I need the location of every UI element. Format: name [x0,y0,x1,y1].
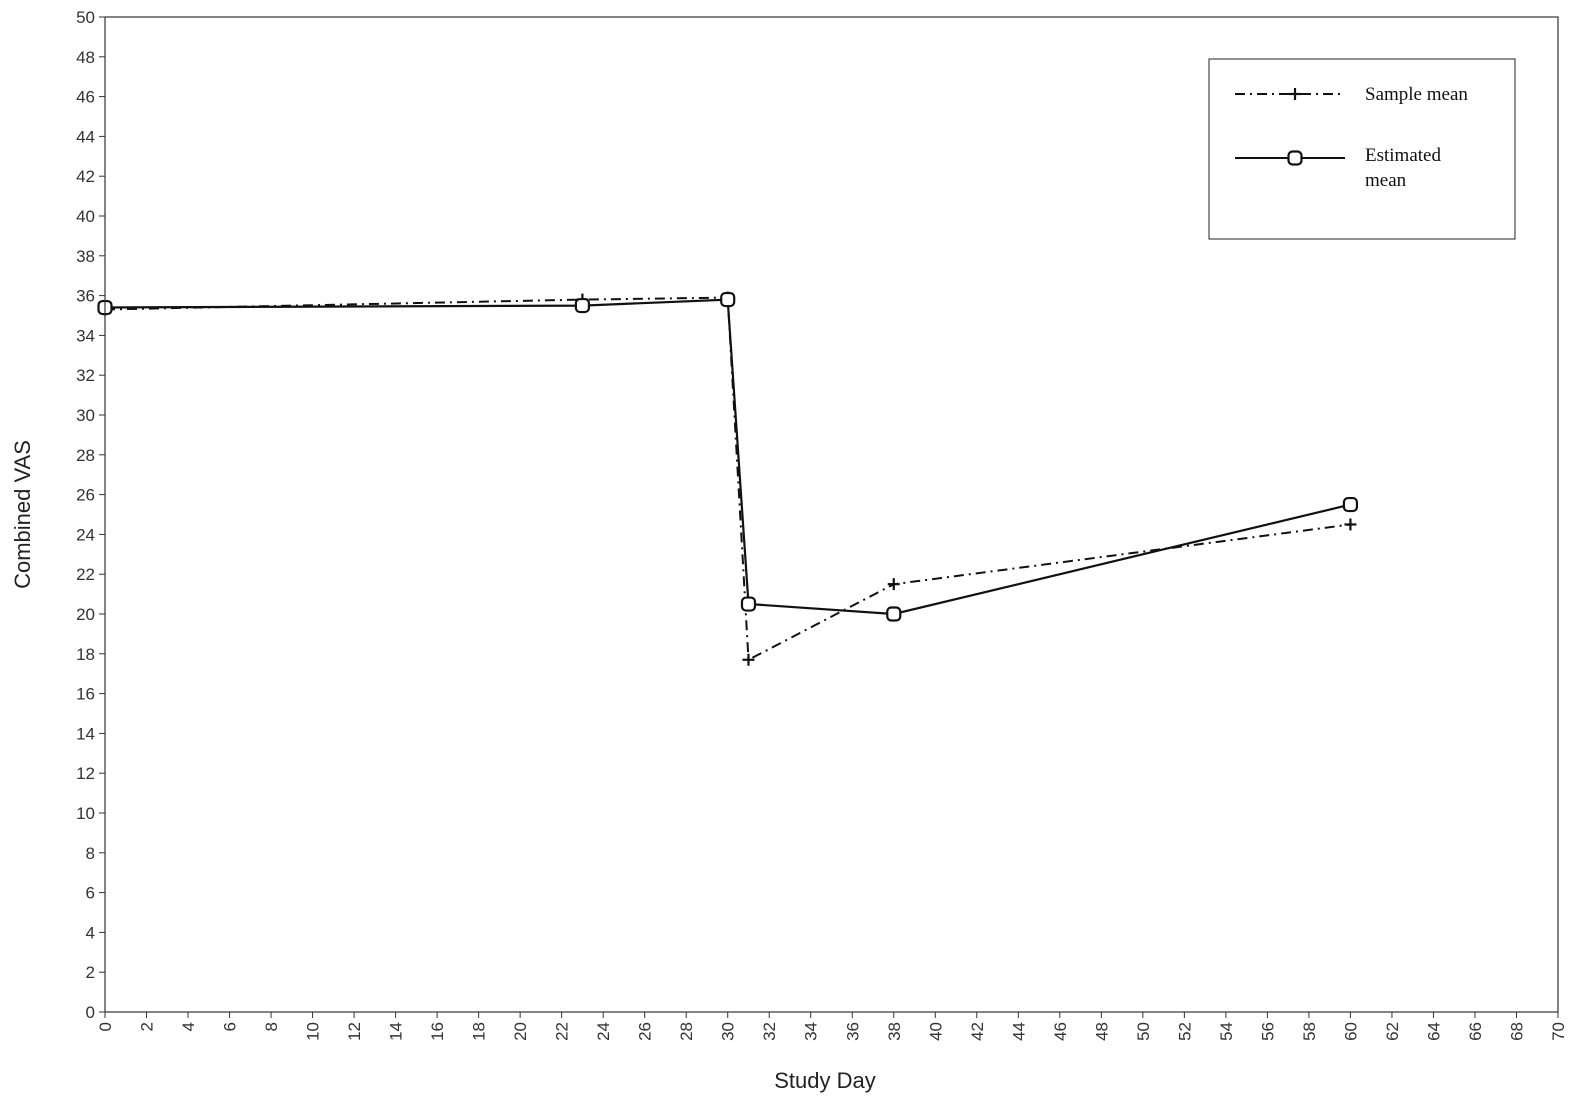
x-tick-label: 2 [138,1022,157,1031]
x-tick-label: 0 [96,1022,115,1031]
y-tick-label: 44 [76,127,95,146]
data-point-sample-mean [887,578,900,591]
x-tick-label: 70 [1549,1022,1568,1041]
x-tick-label: 60 [1341,1022,1360,1041]
y-tick-label: 20 [76,605,95,624]
legend-plus-marker [1289,88,1301,100]
x-tick-label: 34 [802,1022,821,1041]
x-tick-label: 52 [1175,1022,1194,1041]
y-tick-label: 42 [76,167,95,186]
legend: Sample mean Estimated mean [1208,58,1516,240]
x-tick-label: 44 [1009,1022,1028,1041]
y-tick-label: 10 [76,804,95,823]
series-line-sample-mean [104,296,1351,662]
x-axis-ticks: 0 2 4 6 8 10 12 14 16 18 20 22 24 26 28 30 32 34 36 38 40 42 4… [96,1012,1568,1041]
legend-box [1208,58,1516,240]
y-tick-label: 2 [86,963,95,982]
x-tick-label: 14 [387,1022,406,1041]
x-tick-label: 54 [1217,1022,1236,1041]
y-tick-label: 24 [76,525,95,544]
y-tick-label: 4 [86,923,95,942]
x-tick-label: 18 [470,1022,489,1041]
x-tick-label: 36 [843,1022,862,1041]
y-tick-label: 50 [76,8,95,27]
y-tick-label: 26 [76,486,95,505]
y-tick-label: 8 [86,844,95,863]
series-line-estimated-mean [104,298,1351,616]
x-tick-label: 24 [594,1022,613,1041]
x-tick-label: 4 [179,1022,198,1031]
x-tick-label: 64 [1424,1022,1443,1041]
y-tick-label: 36 [76,287,95,306]
y-tick-label: 48 [76,48,95,67]
x-tick-label: 30 [719,1022,738,1041]
x-tick-label: 28 [677,1022,696,1041]
x-axis-title: Study Day [774,1068,876,1093]
x-tick-label: 40 [926,1022,945,1041]
x-tick-label: 42 [968,1022,987,1041]
y-tick-label: 30 [76,406,95,425]
legend-label-estimated-mean-line2: mean [1365,170,1407,191]
data-point-sample-mean [742,653,755,666]
y-axis-title: Combined VAS [10,440,35,589]
plot-area-frame [104,16,1559,1013]
legend-entry-estimated-mean: Estimated mean [1235,145,1441,191]
legend-circle-marker [1287,150,1303,166]
data-point-estimated-mean [720,291,736,308]
x-tick-label: 6 [221,1022,240,1031]
series-estimated-mean [97,291,1359,622]
y-tick-label: 14 [76,724,95,743]
legend-marker-plus-icon [1289,88,1301,100]
y-tick-label: 34 [76,326,95,345]
x-tick-label: 62 [1383,1022,1402,1041]
series-sample-mean [99,291,1357,666]
y-tick-label: 28 [76,446,95,465]
data-point-estimated-mean [886,606,902,622]
x-tick-label: 48 [1092,1022,1111,1041]
y-tick-label: 32 [76,366,95,385]
data-point-estimated-mean [1342,496,1359,513]
x-tick-label: 46 [1051,1022,1070,1041]
x-tick-label: 68 [1507,1022,1526,1041]
x-tick-label: 32 [760,1022,779,1041]
legend-label-sample-mean: Sample mean [1365,84,1468,105]
y-tick-label: 22 [76,565,95,584]
x-tick-label: 22 [553,1022,572,1041]
x-tick-label: 20 [511,1022,530,1041]
data-point-estimated-mean [574,297,591,314]
y-tick-label: 46 [76,88,95,107]
y-tick-label: 12 [76,764,95,783]
x-tick-label: 66 [1466,1022,1485,1041]
x-tick-label: 10 [304,1022,323,1041]
y-tick-label: 18 [76,645,95,664]
series-layer [97,291,1359,666]
y-axis-ticks: 0246810121416182022242628303234363840424… [76,8,105,1022]
data-point-sample-mean [1344,518,1357,531]
legend-marker-circle-icon [1287,150,1303,166]
x-tick-label: 38 [885,1022,904,1041]
x-tick-label: 16 [428,1022,447,1041]
x-tick-label: 26 [636,1022,655,1041]
x-tick-label: 12 [345,1022,364,1041]
y-tick-label: 6 [86,884,95,903]
data-point-estimated-mean [740,596,757,612]
x-tick-label: 50 [1134,1022,1153,1041]
y-tick-label: 38 [76,247,95,266]
legend-label-estimated-mean-line1: Estimated [1365,145,1441,166]
legend-entry-sample-mean: Sample mean [1235,84,1468,105]
x-tick-label: 56 [1258,1022,1277,1041]
y-tick-label: 40 [76,207,95,226]
x-tick-label: 8 [262,1022,281,1031]
x-tick-label: 58 [1300,1022,1319,1041]
y-tick-label: 0 [86,1003,95,1022]
y-tick-label: 16 [76,685,95,704]
